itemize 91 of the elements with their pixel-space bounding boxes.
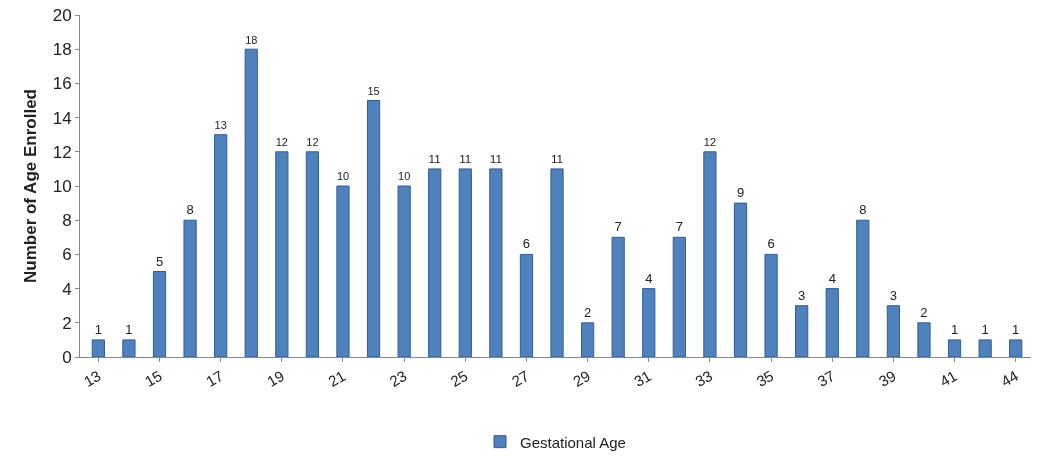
x-tick-label: 29: [569, 366, 593, 390]
bar: [305, 151, 320, 357]
x-tick-label: 13: [80, 366, 104, 390]
bar: [886, 305, 901, 357]
bar: [978, 339, 992, 357]
y-axis-title: Number of Age Enrolled: [21, 89, 40, 283]
bar: [183, 219, 197, 357]
data-label: 2: [583, 304, 592, 320]
data-label: 6: [522, 236, 531, 252]
x-tick-label: 27: [508, 366, 532, 390]
data-label: 11: [489, 152, 502, 166]
data-label: 11: [459, 152, 472, 166]
data-label: 12: [306, 136, 319, 149]
bar: [489, 168, 503, 357]
y-tick-label: 0: [62, 347, 72, 367]
y-tick-label: 20: [52, 5, 72, 25]
data-label: 7: [675, 219, 683, 235]
bar: [397, 185, 411, 357]
x-tick-label: 23: [386, 366, 410, 390]
data-label: 6: [767, 236, 775, 252]
data-label: 8: [859, 202, 867, 218]
bar: [428, 168, 442, 357]
bar: [244, 48, 258, 357]
data-label: 2: [920, 304, 928, 320]
bar: [275, 151, 289, 357]
bar: [856, 219, 870, 357]
data-label: 7: [614, 219, 622, 235]
data-label: 18: [245, 33, 258, 46]
x-tick-label: 15: [141, 366, 165, 390]
data-label: 8: [186, 202, 194, 218]
bar: [1009, 339, 1023, 357]
y-tick-label: 8: [62, 211, 72, 231]
data-label: 3: [798, 287, 806, 303]
data-label: 3: [889, 287, 898, 303]
data-label: 4: [828, 270, 836, 286]
data-label: 12: [275, 136, 288, 149]
bar: [519, 253, 534, 357]
x-tick-label: 31: [631, 366, 655, 390]
x-tick-label: 19: [264, 366, 288, 390]
data-label: 5: [155, 253, 164, 269]
data-label: 9: [736, 185, 745, 201]
bar: [458, 168, 472, 357]
y-tick-label: 4: [62, 279, 72, 299]
data-label: 1: [94, 321, 102, 337]
x-tick-label: 35: [753, 366, 777, 390]
data-label: 1: [1012, 321, 1020, 337]
y-tick-label: 6: [62, 245, 72, 265]
bar: [91, 339, 105, 357]
x-tick-label: 37: [814, 366, 838, 390]
x-tick-label: 17: [202, 366, 226, 390]
bar: [550, 168, 564, 357]
bar: [366, 100, 381, 357]
y-tick-label: 16: [52, 74, 72, 94]
y-tick-label: 18: [52, 40, 72, 60]
x-tick-label: 41: [936, 366, 960, 390]
y-tick-label: 2: [62, 313, 72, 333]
bar: [611, 236, 625, 357]
bar: [336, 185, 350, 357]
bar: [152, 271, 167, 357]
bar: [764, 253, 778, 357]
y-tick-label: 12: [52, 142, 72, 162]
x-tick-label: 21: [325, 366, 349, 390]
legend-label: Gestational Age: [520, 433, 626, 451]
bar: [122, 339, 136, 357]
bar: [703, 151, 717, 357]
bar: [733, 202, 748, 357]
data-label: 1: [981, 321, 989, 337]
data-label: 1: [950, 321, 959, 337]
bar: [672, 236, 686, 357]
bar: [580, 322, 595, 357]
data-label: 15: [367, 84, 380, 97]
data-label: 1: [125, 321, 133, 337]
bar: [917, 322, 931, 357]
data-label: 10: [398, 170, 411, 183]
y-tick-label: 14: [52, 108, 72, 128]
data-label: 12: [703, 136, 717, 149]
x-tick-label: 25: [447, 366, 471, 390]
x-tick-label: 39: [875, 366, 899, 390]
data-label: 10: [336, 170, 350, 183]
bar: [795, 305, 809, 357]
data-label: 11: [550, 152, 564, 166]
x-tick-label: 44: [998, 366, 1021, 390]
bar: [825, 288, 839, 357]
bar: [947, 339, 962, 357]
bar: [214, 134, 228, 357]
y-tick-label: 10: [52, 176, 72, 196]
data-label: 13: [214, 119, 227, 132]
x-tick-label: 33: [692, 366, 716, 390]
bar: [642, 288, 656, 357]
data-label: 4: [645, 270, 653, 286]
data-label: 11: [428, 152, 441, 166]
